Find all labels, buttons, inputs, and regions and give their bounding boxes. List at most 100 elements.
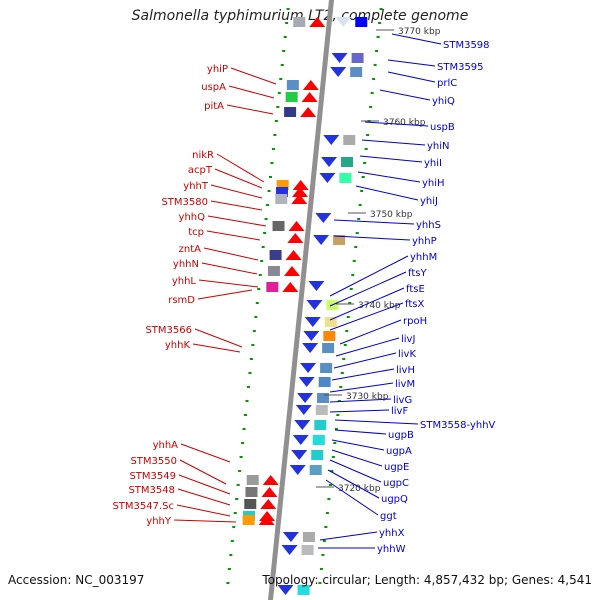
gene-arrow-forward-6 xyxy=(291,194,308,204)
accession-label: Accession: NC_003197 xyxy=(8,573,145,587)
tick-mark-1-400 xyxy=(337,400,341,402)
right-gene-label-3: yhiQ xyxy=(432,96,455,107)
tick-mark-1-36 xyxy=(376,36,380,38)
topology-label: Topology: circular; Length: 4,857,432 bp… xyxy=(262,573,592,587)
tick-mark-0-120 xyxy=(274,120,278,122)
gene-arrow-forward-0 xyxy=(309,17,326,27)
gene-box-left-5 xyxy=(275,187,288,197)
tick-mark-1-358 xyxy=(342,358,346,360)
tick-mark-0-526 xyxy=(232,526,236,528)
gene-box-left-10 xyxy=(267,266,280,276)
right-leader-line-17 xyxy=(333,352,397,369)
gene-arrow-reverse-16 xyxy=(295,405,312,415)
gene-arrow-reverse-4 xyxy=(321,157,338,167)
gene-box-left-1 xyxy=(286,80,299,90)
left-gene-label-12: rsmD xyxy=(168,295,195,306)
tick-mark-1-316 xyxy=(346,316,350,318)
right-leader-line-12 xyxy=(329,271,407,307)
right-leader-line-6 xyxy=(359,155,423,163)
right-leader-line-19 xyxy=(329,382,394,393)
left-leader-line-20 xyxy=(173,519,237,523)
gene-box-left-11 xyxy=(266,282,279,292)
tick-mark-1-582 xyxy=(318,582,322,584)
left-gene-label-17: STM3549 xyxy=(129,471,176,482)
tick-mark-0-134 xyxy=(273,134,277,136)
tick-mark-1-456 xyxy=(331,456,335,458)
gene-box-right-3 xyxy=(343,135,356,145)
left-gene-label-5: yhhT xyxy=(183,181,209,192)
gene-arrow-reverse-5 xyxy=(319,173,336,183)
gene-box-right-8 xyxy=(328,281,341,291)
left-leader-line-0 xyxy=(230,67,277,85)
left-gene-label-20: yhhY xyxy=(146,516,172,527)
tick-mark-0-358 xyxy=(249,358,253,360)
tick-mark-0-148 xyxy=(271,148,275,150)
left-gene-label-15: yhhA xyxy=(153,440,179,451)
left-leader-line-2 xyxy=(226,104,274,115)
tick-mark-1-190 xyxy=(360,190,364,192)
left-leader-line-7 xyxy=(207,215,267,227)
tick-mark-1-302 xyxy=(348,302,352,304)
right-gene-label-16: livJ xyxy=(401,334,415,345)
right-gene-label-22: STM3558-yhhV xyxy=(420,420,496,431)
gene-arrow-reverse-23 xyxy=(277,585,294,595)
tick-mark-0-456 xyxy=(239,456,243,458)
tick-mark-1-78 xyxy=(372,78,376,80)
gene-arrow-reverse-2 xyxy=(330,67,347,77)
right-gene-label-18: livH xyxy=(396,365,415,376)
gene-arrow-forward-3 xyxy=(300,107,317,117)
right-leader-line-25 xyxy=(331,449,383,467)
tick-mark-0-568 xyxy=(227,568,231,570)
gene-arrow-forward-13 xyxy=(261,487,278,497)
gene-arrow-forward-5 xyxy=(291,187,308,197)
right-leader-line-11 xyxy=(329,255,409,297)
tick-mark-1-568 xyxy=(319,568,323,570)
gene-arrow-reverse-20 xyxy=(289,465,306,475)
gene-arrow-reverse-8 xyxy=(308,281,325,291)
right-gene-label-21: livF xyxy=(391,406,408,417)
tick-mark-0-218 xyxy=(264,218,268,220)
scale-label-4: 3730 kbp xyxy=(346,392,389,402)
tick-mark-0-92 xyxy=(277,92,281,94)
tick-mark-1-50 xyxy=(375,50,379,52)
tick-mark-1-64 xyxy=(373,64,377,66)
right-gene-label-29: yhhX xyxy=(379,528,405,539)
left-gene-label-7: yhhQ xyxy=(179,212,206,223)
left-gene-label-0: yhiP xyxy=(207,64,228,75)
gene-box-left-12 xyxy=(246,475,259,485)
tick-mark-0-246 xyxy=(261,246,265,248)
right-gene-label-28: ggt xyxy=(380,511,397,522)
tick-mark-0-190 xyxy=(267,190,271,192)
left-gene-label-10: yhhN xyxy=(173,259,199,270)
right-leader-line-7 xyxy=(357,171,421,183)
right-leader-line-21 xyxy=(329,409,390,413)
gene-arrow-reverse-1 xyxy=(331,53,348,63)
left-leader-line-12 xyxy=(197,289,253,300)
right-leader-line-14 xyxy=(329,302,404,331)
tick-mark-0-372 xyxy=(248,372,252,374)
tick-mark-0-162 xyxy=(270,162,274,164)
gene-box-left-3 xyxy=(284,107,297,117)
gene-box-right-23 xyxy=(297,585,310,595)
tick-mark-0-78 xyxy=(279,78,283,80)
gene-arrow-reverse-13 xyxy=(300,363,317,373)
right-leader-line-26 xyxy=(329,459,382,483)
left-gene-label-3: nikR xyxy=(192,150,214,161)
gene-arrow-forward-1 xyxy=(302,80,319,90)
left-leader-line-8 xyxy=(206,230,261,241)
gene-arrow-forward-14 xyxy=(260,499,277,509)
right-gene-label-5: yhiN xyxy=(427,141,450,152)
gene-box-left-0 xyxy=(293,17,306,27)
right-leader-line-9 xyxy=(333,219,415,225)
gene-box-left-14 xyxy=(244,499,257,509)
left-gene-label-2: pitA xyxy=(204,101,224,112)
gene-box-right-4 xyxy=(341,157,354,167)
tick-mark-1-386 xyxy=(339,386,343,388)
right-leader-line-3 xyxy=(379,89,431,101)
tick-mark-0-288 xyxy=(257,288,261,290)
left-gene-label-9: zntA xyxy=(179,244,202,255)
tick-mark-0-176 xyxy=(268,176,272,178)
left-gene-label-16: STM3550 xyxy=(130,456,177,467)
tick-mark-0-470 xyxy=(238,470,242,472)
left-leader-line-19 xyxy=(176,504,231,517)
